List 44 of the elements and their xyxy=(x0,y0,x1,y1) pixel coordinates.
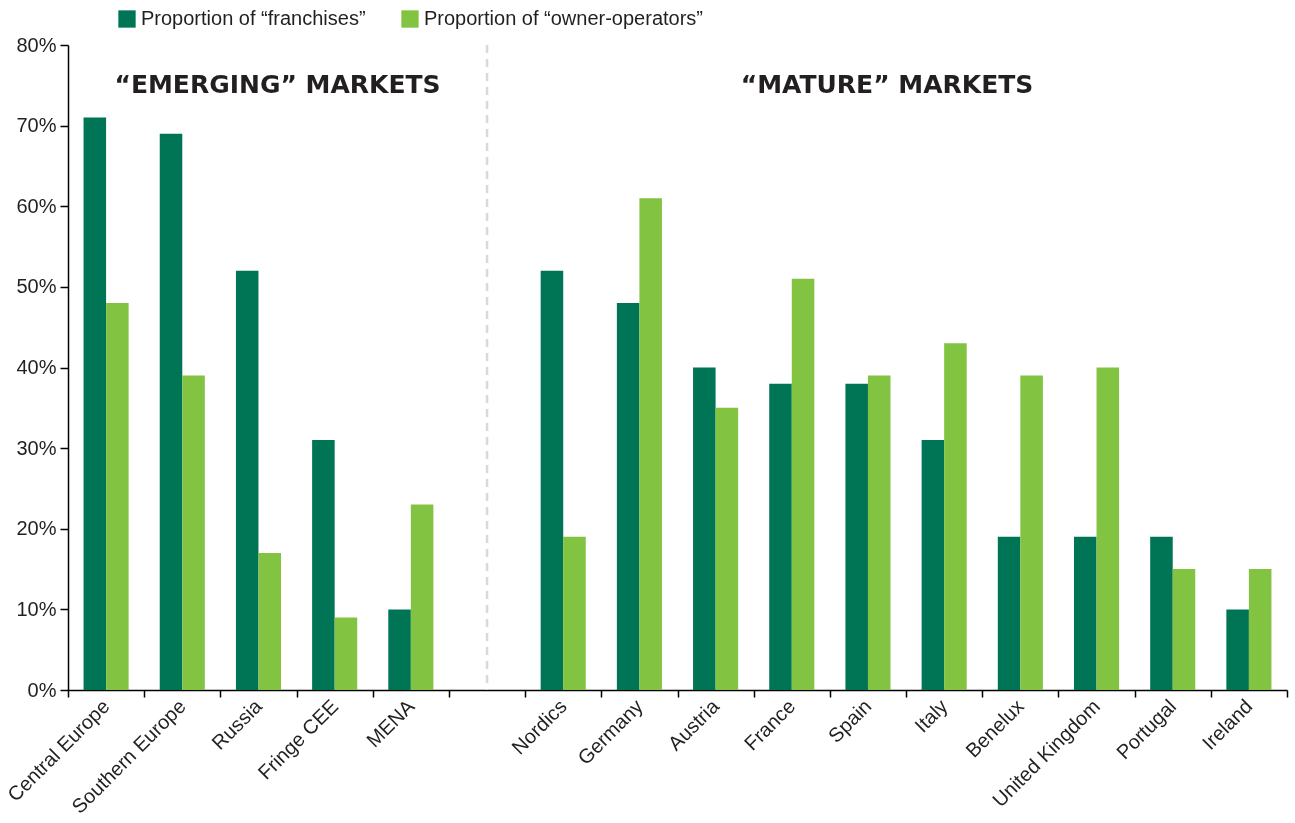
bar xyxy=(182,375,205,690)
bar xyxy=(693,367,716,690)
bar xyxy=(388,609,411,690)
y-tick-label: 10% xyxy=(16,597,57,620)
bar xyxy=(639,198,662,690)
y-tick-label: 70% xyxy=(16,114,57,137)
bar xyxy=(791,278,815,690)
y-tick-label: 20% xyxy=(16,517,57,540)
bar xyxy=(921,440,945,690)
y-tick-label: 30% xyxy=(16,436,57,459)
bar xyxy=(769,383,792,690)
bar xyxy=(997,536,1021,690)
bar xyxy=(1172,569,1196,690)
bar xyxy=(83,117,107,690)
bar xyxy=(106,303,129,690)
bar xyxy=(540,270,564,690)
x-tick-label: Italy xyxy=(910,695,952,737)
y-tick-label: 50% xyxy=(16,275,57,298)
bar xyxy=(312,440,335,690)
bar xyxy=(845,383,868,690)
bar xyxy=(1248,569,1272,690)
annotation: “MATURE” MARKETS xyxy=(740,70,1034,99)
legend-label: Proportion of “owner-operators” xyxy=(424,7,704,29)
bar xyxy=(563,536,586,690)
bar xyxy=(1020,375,1043,690)
bar xyxy=(258,552,282,690)
legend-label: Proportion of “franchises” xyxy=(141,7,366,29)
bar xyxy=(715,407,739,690)
annotation: “EMERGING” MARKETS xyxy=(114,70,441,99)
bar xyxy=(867,375,891,690)
bar xyxy=(1150,536,1173,690)
y-tick-label: 40% xyxy=(16,356,57,378)
bar xyxy=(1096,367,1120,690)
bar xyxy=(159,133,183,690)
y-tick-label: 80% xyxy=(16,33,57,56)
bar xyxy=(1073,536,1097,690)
bar xyxy=(235,270,259,690)
y-tick-label: 0% xyxy=(27,678,57,701)
bar xyxy=(944,343,967,690)
bar xyxy=(410,504,434,690)
y-tick-label: 60% xyxy=(16,194,57,217)
bar xyxy=(616,303,640,690)
bar xyxy=(1226,609,1249,690)
bar xyxy=(334,617,358,690)
